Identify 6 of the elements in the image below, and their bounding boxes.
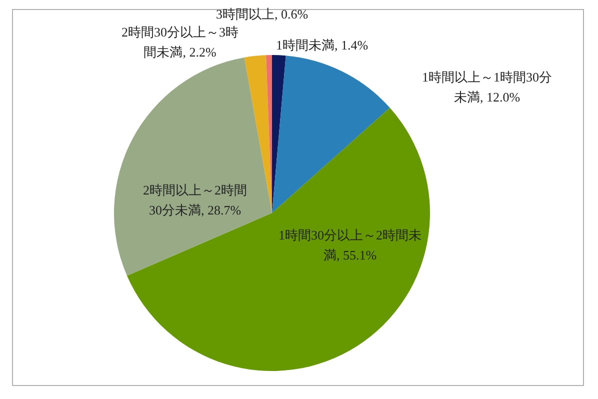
slice-label: 1時間未満, 1.4% [276, 38, 368, 52]
slice-label: 1時間以上～1時間30分未満, 12.0% [422, 70, 552, 104]
slice-label: 1時間30分以上～2時間未満, 55.1% [278, 228, 422, 262]
slice-label: 2時間以上～2時間30分未満, 28.7% [143, 182, 247, 218]
slice-label: 3時間以上, 0.6% [216, 6, 308, 22]
slice-label: 2時間30分以上～3時間未満, 2.2% [122, 24, 238, 60]
